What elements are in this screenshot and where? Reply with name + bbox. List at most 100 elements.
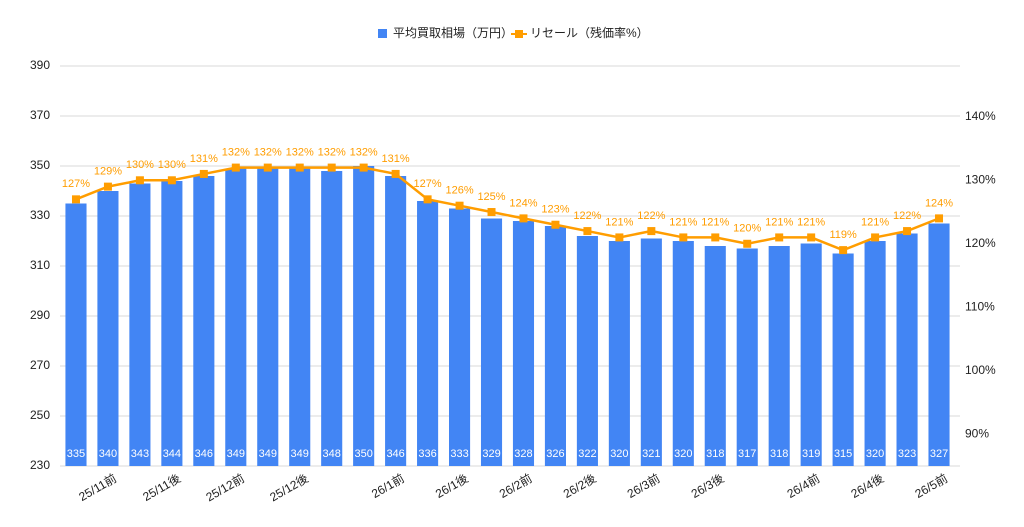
y-tick-label: 290 [30,308,50,322]
bar [544,226,566,466]
bar-label: 326 [546,448,564,460]
x-tick-label: 25/11前 [76,470,119,504]
value-label: 121% [701,216,729,228]
bar [768,246,790,466]
line-marker [647,227,656,236]
line-marker [903,227,912,236]
line-marker [327,163,336,172]
y-tick-label: 230 [30,458,50,472]
y-tick-label: 370 [30,108,50,122]
bar-label: 336 [418,448,436,460]
bar [608,241,630,466]
bar-label: 318 [706,448,724,460]
line-marker [839,246,848,255]
legend-label: 平均買取相場（万円） [393,26,513,40]
y2-tick-label: 110% [965,299,995,313]
bar [704,246,726,466]
bar [129,183,151,466]
bar [480,218,503,466]
value-label: 121% [797,216,825,228]
bar [417,201,439,466]
y-tick-label: 390 [30,58,50,72]
value-label: 123% [541,204,569,216]
bar-label: 340 [99,448,117,460]
bar [512,221,535,466]
bar-label: 320 [674,448,692,460]
y2-tick-label: 90% [965,426,989,440]
line-marker [935,214,944,223]
bar-label: 321 [642,448,660,460]
line-marker [103,182,112,191]
bar-label: 315 [834,448,852,460]
y2-tick-label: 100% [965,363,996,377]
line-marker [871,233,880,242]
value-label: 122% [893,210,921,222]
bar-label: 317 [738,448,756,460]
bar [449,208,471,466]
bar-label: 349 [259,448,277,460]
bar [321,171,343,466]
line-marker [487,208,496,217]
value-label: 119% [829,229,857,241]
value-label: 132% [350,146,378,158]
y-tick-label: 350 [30,158,50,172]
y-tick-label: 330 [30,208,50,222]
value-label: 125% [477,191,505,203]
x-tick-label: 25/12前 [203,470,247,504]
x-tick-label: 26/3後 [689,471,727,501]
bar-label: 320 [866,448,884,460]
x-tick-label: 26/2前 [496,470,534,501]
bar-label: 349 [291,448,309,460]
bar [672,241,694,466]
bar [193,176,215,466]
value-label: 126% [445,185,473,197]
line [75,166,940,252]
legend-swatch [378,29,387,38]
legend-label: リセール（残価率%） [530,25,649,40]
value-label: 120% [733,223,761,235]
bar [225,168,247,466]
bar [800,243,822,466]
line-marker [199,169,208,178]
line-marker [679,233,688,242]
y-tick-label: 270 [30,358,50,372]
line-marker [391,169,400,178]
bar-label: 343 [131,448,149,460]
value-label: 130% [158,159,186,171]
value-label: 121% [861,216,889,228]
bar-label: 329 [482,448,500,460]
y-tick-label: 250 [30,408,50,422]
legend-swatch [515,30,523,38]
bar-label: 335 [67,448,85,460]
line-marker [135,176,144,185]
value-label: 122% [573,210,601,222]
line-marker [551,220,560,229]
bar-label: 328 [514,448,532,460]
x-tick-label: 26/5前 [912,470,950,501]
value-label: 129% [94,166,122,178]
value-label: 132% [254,146,282,158]
bar [736,248,758,466]
bar-label: 349 [227,448,245,460]
bar-label: 323 [898,448,916,460]
line-marker [583,227,592,236]
value-label: 131% [382,153,410,165]
value-label: 124% [509,197,537,209]
line-marker [615,233,624,242]
y2-tick-label: 130% [965,172,996,186]
y2-tick-label: 120% [965,236,996,250]
bar [385,176,407,466]
value-label: 127% [414,178,442,190]
bar-label: 318 [770,448,788,460]
x-tick-label: 26/2後 [561,471,599,501]
bar-label: 350 [354,448,372,460]
line-marker [359,163,368,172]
bar-label: 333 [450,448,468,460]
bar-label: 320 [610,448,628,460]
x-tick-label: 26/4後 [849,471,887,501]
bar [864,241,886,466]
line-marker [807,233,816,242]
value-label: 131% [190,153,218,165]
bar [928,223,950,466]
